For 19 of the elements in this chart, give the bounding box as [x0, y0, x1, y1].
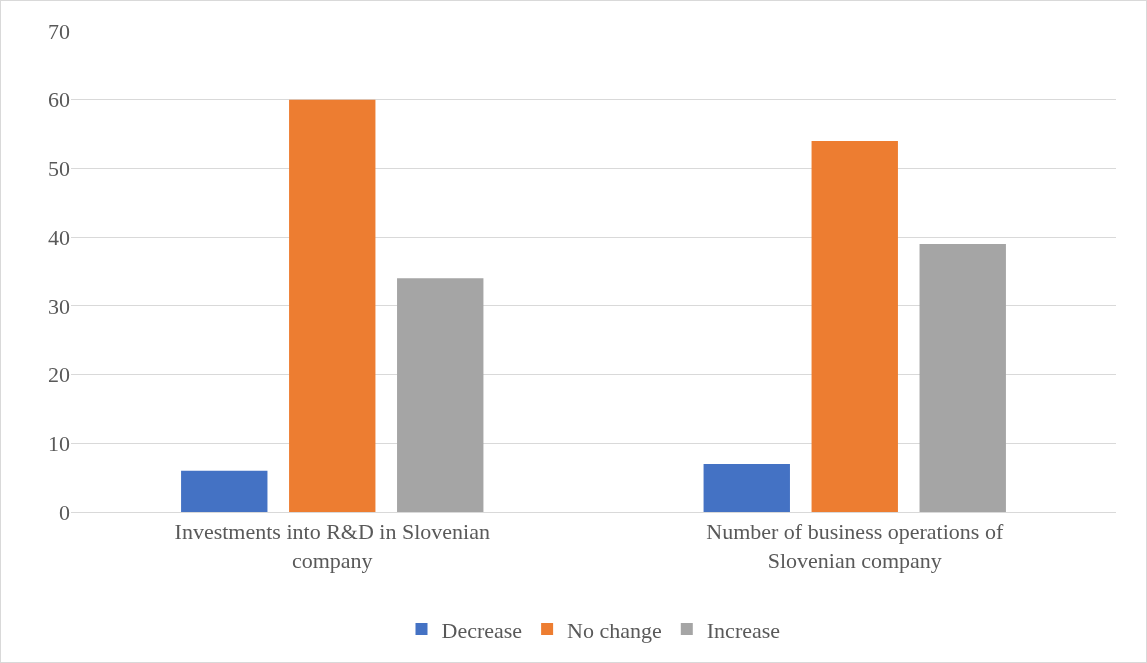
bar — [703, 463, 790, 512]
bar — [181, 470, 268, 512]
bar — [811, 140, 898, 512]
y-tick-label: 0 — [59, 499, 70, 525]
bar — [919, 244, 1006, 512]
y-tick-label: 10 — [48, 430, 70, 456]
y-tick-label: 20 — [48, 362, 70, 388]
y-tick-label: 50 — [48, 156, 70, 182]
x-tick-label: Investments into R&D in Slovenian company — [174, 519, 490, 573]
y-tick-label: 60 — [48, 87, 70, 113]
bar — [289, 99, 376, 512]
y-tick-label: 70 — [48, 18, 70, 44]
legend-label: No change — [567, 617, 662, 643]
legend-label: Increase — [706, 617, 781, 643]
y-tick-label: 30 — [48, 293, 70, 319]
bar — [397, 278, 484, 512]
x-tick-label: Number of business operations of Slovenian company — [706, 519, 1004, 573]
y-tick-label: 40 — [48, 224, 70, 250]
legend-label: Decrease — [441, 617, 523, 643]
